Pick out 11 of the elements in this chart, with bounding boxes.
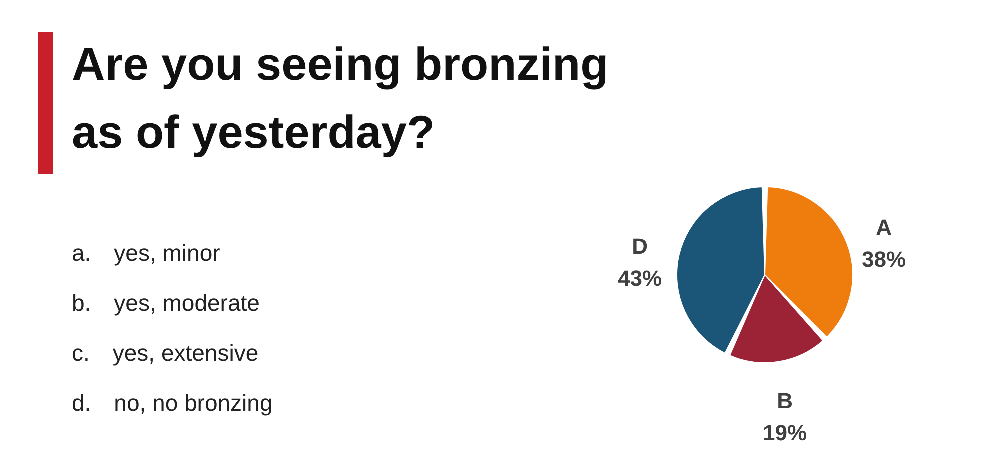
text: c. yes, extensive [72, 340, 260, 368]
chart-title: Are you seeing bronzing as of yesterday? [72, 37, 610, 160]
slice-label: A [876, 214, 892, 240]
data-label: 19% [763, 420, 808, 446]
text: a. yes, minor [72, 240, 222, 268]
slice-label: D [632, 234, 648, 260]
data-label: 38% [862, 246, 906, 272]
text: b. yes, moderate [72, 290, 261, 318]
text: d. no, no bronzing [72, 390, 273, 418]
slice-label: B [777, 388, 793, 414]
data-label: 43% [618, 266, 662, 292]
